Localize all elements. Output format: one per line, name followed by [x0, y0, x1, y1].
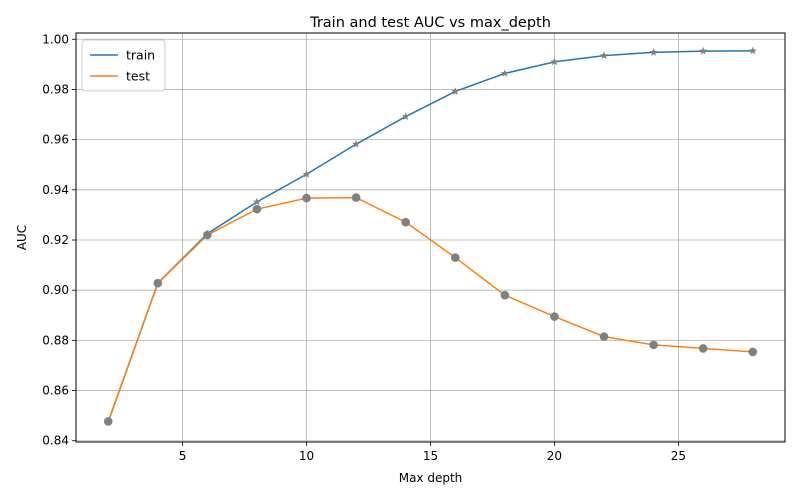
y-tick-label: 0.84 [42, 434, 69, 448]
test-point [698, 344, 708, 353]
train-point [500, 69, 509, 77]
test-point [203, 230, 212, 240]
y-tick-label: 0.94 [42, 183, 69, 197]
test-point [401, 217, 411, 227]
y-tick-label: 0.88 [42, 333, 69, 347]
x-tick-label: 10 [299, 449, 314, 463]
test-point [450, 253, 460, 262]
train-point [352, 139, 361, 148]
test-point [649, 340, 658, 350]
test-series-line [107, 196, 753, 422]
legend-test-label: test [126, 69, 150, 84]
legend-train-label: train [126, 48, 155, 63]
x-axis-label: Max depth [399, 471, 463, 485]
test-point [153, 278, 163, 288]
test-point [550, 312, 559, 321]
chart-title: Train and test AUC vs max_depth [309, 15, 551, 31]
x-tick-label: 5 [179, 449, 187, 463]
axis-ticks: 5 10 15 20 25 0.84 0.86 0.88 0.90 0.92 0.94 0.96 0.9… [42, 32, 686, 463]
test-point [500, 290, 510, 300]
test-point [103, 417, 113, 426]
grid [76, 33, 785, 442]
y-tick-label: 1.00 [42, 32, 69, 46]
train-point [550, 57, 559, 66]
test-point [252, 204, 262, 214]
test-point [302, 193, 311, 203]
series-layer [103, 46, 758, 426]
x-tick-label: 25 [671, 449, 686, 463]
x-tick-label: 20 [547, 449, 562, 463]
y-tick-label: 0.92 [42, 233, 69, 247]
legend: train test [81, 39, 166, 92]
test-point [599, 332, 609, 341]
y-tick-label: 0.98 [42, 82, 69, 96]
train-point [451, 87, 460, 95]
y-tick-label: 0.96 [42, 133, 69, 147]
test-point [351, 193, 361, 202]
train-point [600, 51, 609, 59]
x-tick-label: 15 [423, 449, 438, 463]
train-point [649, 48, 658, 56]
y-axis-label: AUC [15, 225, 29, 250]
train-point [302, 170, 311, 178]
test-point [748, 347, 758, 357]
train-point [252, 197, 261, 206]
train-point [748, 46, 757, 55]
legend-box [81, 39, 166, 92]
y-tick-label: 0.86 [42, 384, 69, 398]
train-series-line [107, 50, 753, 423]
train-point [699, 46, 708, 55]
train-point [401, 112, 410, 120]
y-tick-label: 0.90 [42, 283, 69, 297]
